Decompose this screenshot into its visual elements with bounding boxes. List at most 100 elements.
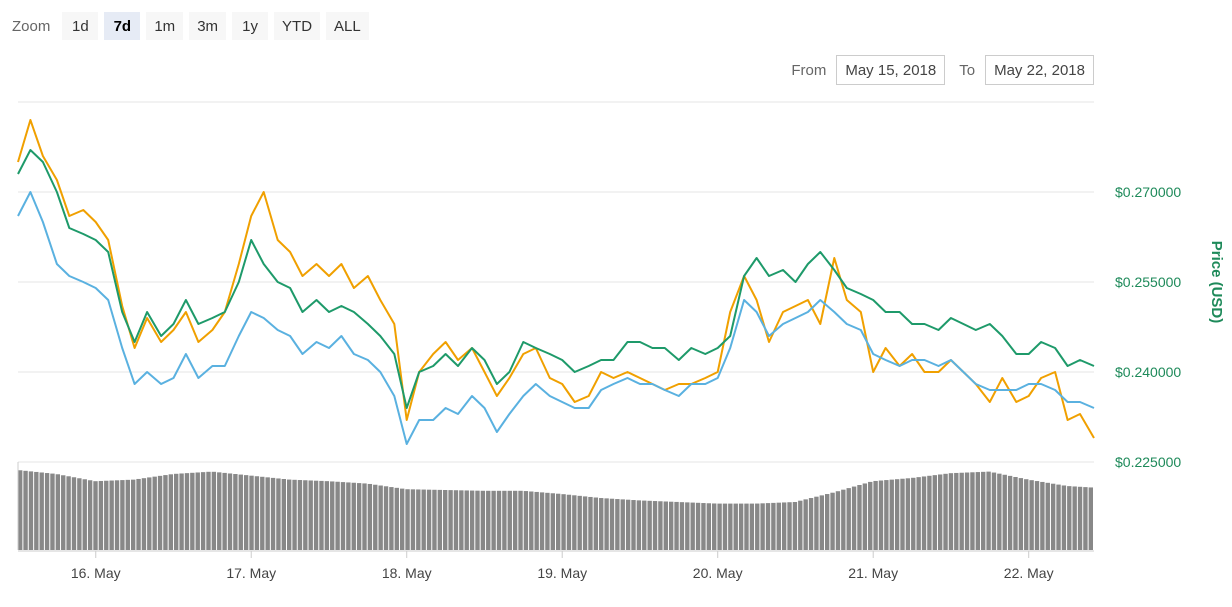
x-tick-label: 18. May <box>382 565 432 581</box>
volume-bar <box>857 485 862 550</box>
volume-bar <box>625 499 631 550</box>
volume-bar <box>717 503 722 550</box>
volume-bar <box>873 480 878 550</box>
range-from-label: From <box>791 61 827 79</box>
volume-bar <box>991 472 997 550</box>
volume-bar <box>561 494 566 550</box>
volume-bar <box>340 482 346 550</box>
volume-bar <box>760 503 765 550</box>
zoom-button-1m[interactable]: 1m <box>146 12 184 40</box>
volume-bar <box>1050 483 1056 550</box>
zoom-button-ytd[interactable]: YTD <box>274 12 321 40</box>
volume-bar <box>819 495 824 550</box>
volume-bar <box>1083 487 1088 550</box>
volume-bar <box>986 471 991 550</box>
volume-bar <box>523 491 529 550</box>
volume-bar <box>416 489 421 550</box>
zoom-button-7d[interactable]: 7d <box>104 12 141 40</box>
volume-bar <box>335 481 340 550</box>
volume-bar <box>66 476 71 550</box>
price-series-line-1 <box>17 119 1095 439</box>
volume-bar <box>469 490 475 550</box>
volume-bar <box>319 480 324 550</box>
volume-bar <box>572 495 577 550</box>
volume-bar <box>1034 481 1040 550</box>
volume-bar <box>217 472 222 550</box>
volume-bar <box>82 479 87 550</box>
volume-bar <box>179 473 184 550</box>
volume-bar <box>690 502 695 550</box>
volume-bar <box>346 482 351 550</box>
volume-bar <box>846 488 851 550</box>
volume-bar <box>502 490 507 550</box>
volume-bar <box>970 472 975 550</box>
y-tick-label: $0.255000 <box>1115 274 1181 290</box>
volume-bar <box>663 501 668 550</box>
volume-bar <box>577 495 582 550</box>
volume-bar <box>744 503 749 550</box>
volume-bar <box>254 476 260 550</box>
range-to-input[interactable]: May 22, 2018 <box>985 55 1094 85</box>
zoom-button-1d[interactable]: 1d <box>62 12 99 40</box>
volume-bar <box>421 489 426 550</box>
volume-bar <box>582 496 588 550</box>
volume-bar <box>685 502 690 550</box>
volume-bar <box>249 475 254 550</box>
volume-bar <box>270 477 276 550</box>
x-tick-label: 17. May <box>226 565 276 581</box>
volume-bar <box>313 480 319 550</box>
volume-bar <box>1088 487 1093 550</box>
volume-bar <box>825 494 830 550</box>
volume-bar <box>539 492 545 550</box>
volume-bar <box>954 472 959 550</box>
volume-bar <box>163 475 168 550</box>
range-to-label: To <box>959 61 976 79</box>
volume-bar <box>486 490 491 550</box>
x-tick-label: 16. May <box>71 565 121 581</box>
volume-bar <box>997 473 1002 550</box>
volume-bar <box>1029 480 1034 550</box>
volume-bar <box>765 503 771 550</box>
volume-bar <box>738 503 744 550</box>
volume-bar <box>190 472 195 550</box>
zoom-button-1y[interactable]: 1y <box>232 12 269 40</box>
volume-bar <box>453 490 459 550</box>
volume-bar <box>1024 479 1029 550</box>
volume-bar <box>238 474 243 550</box>
volume-bar <box>604 498 609 550</box>
volume-bar <box>905 478 911 550</box>
volume-bar <box>276 478 281 550</box>
zoom-button-3m[interactable]: 3m <box>189 12 227 40</box>
volume-bar <box>260 476 265 550</box>
volume-bar <box>87 480 93 550</box>
volume-bar <box>39 472 44 550</box>
volume-bar <box>814 496 819 550</box>
volume-bar <box>281 479 286 550</box>
volume-bar <box>50 473 55 550</box>
volume-bar <box>303 480 308 550</box>
volume-bar <box>373 484 378 550</box>
x-tick-label: 21. May <box>848 565 898 581</box>
volume-bar <box>443 490 448 550</box>
x-tick-label: 22. May <box>1004 565 1054 581</box>
volume-bar <box>464 490 469 550</box>
volume-bar <box>943 473 948 550</box>
volume-bar <box>642 500 647 550</box>
volume-bar <box>104 480 109 550</box>
volume-bar <box>862 483 868 550</box>
range-from-input[interactable]: May 15, 2018 <box>836 55 946 85</box>
volume-bar <box>1018 478 1024 550</box>
volume-bar <box>916 477 921 550</box>
zoom-button-all[interactable]: ALL <box>326 12 369 40</box>
volume-bar <box>1067 486 1072 550</box>
volume-bar <box>1077 486 1083 550</box>
volume-bar <box>55 474 61 550</box>
volume-bar <box>1007 475 1013 550</box>
volume-bar <box>157 475 163 550</box>
volume-bar <box>475 490 480 550</box>
y-tick-label: $0.225000 <box>1115 454 1181 470</box>
volume-bar <box>141 478 147 550</box>
zoom-label: Zoom <box>12 17 51 35</box>
volume-bar <box>620 499 625 550</box>
volume-bar <box>835 491 841 550</box>
